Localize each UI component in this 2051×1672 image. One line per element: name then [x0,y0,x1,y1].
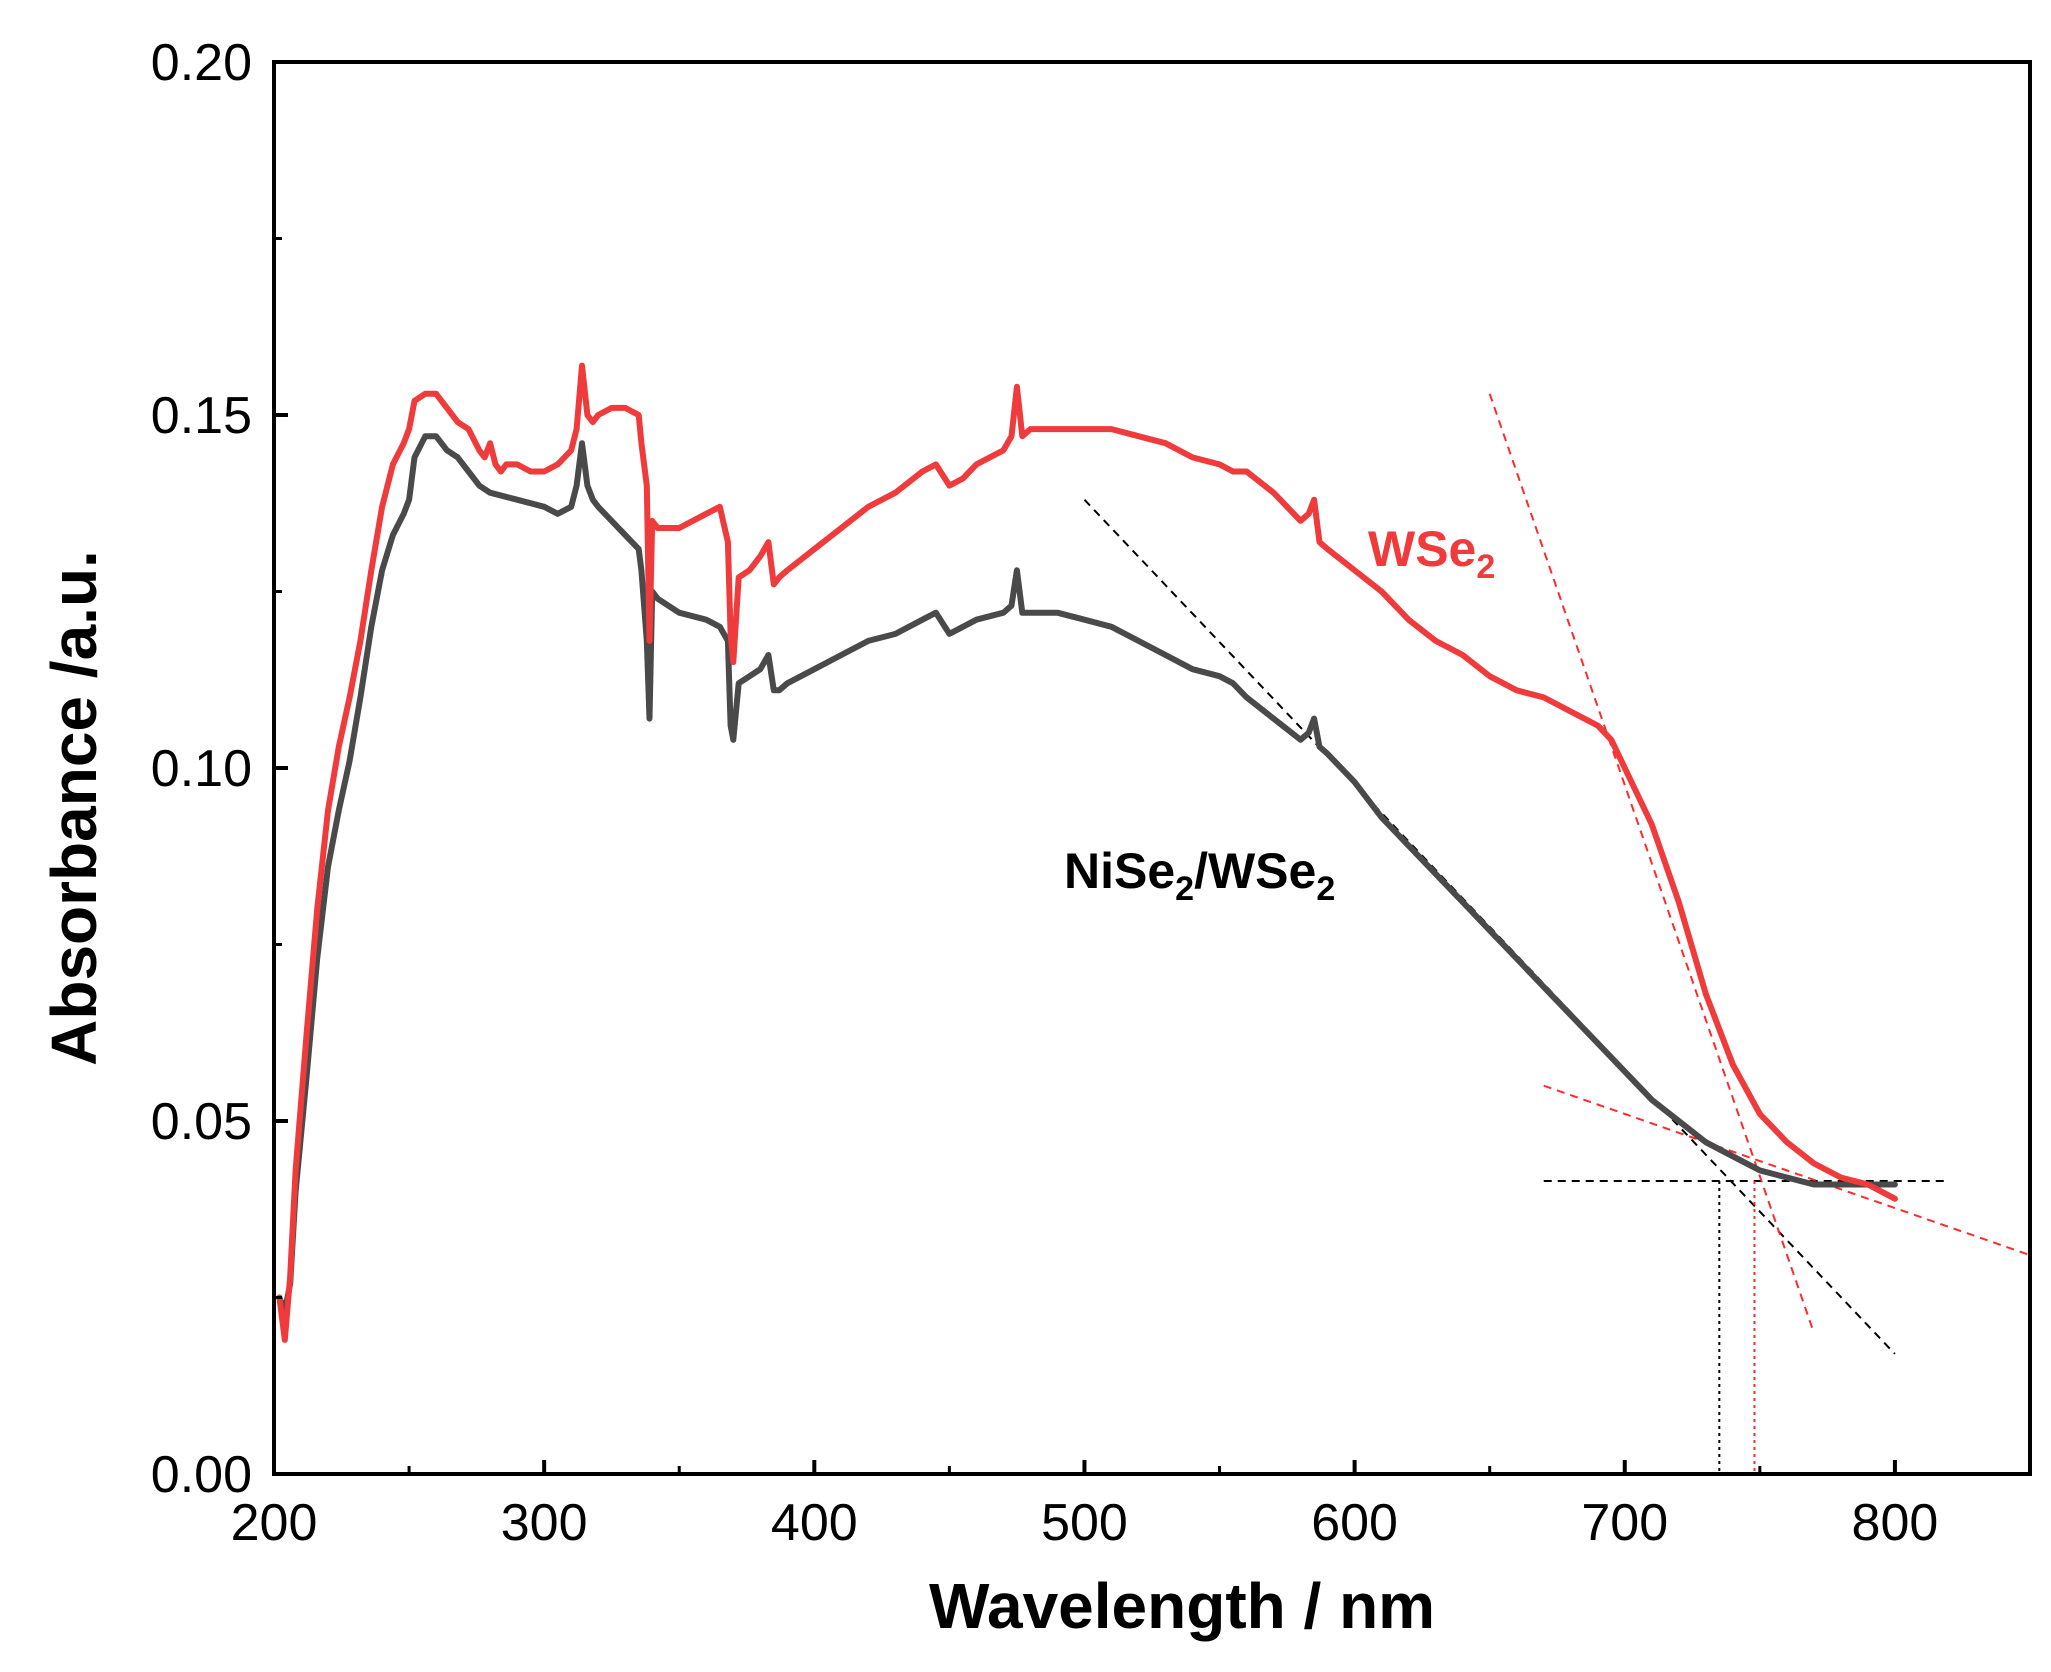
red-slope-fit [1488,393,1815,1334]
x-tick-label: 400 [771,1494,858,1552]
x-tick-label: 800 [1852,1494,1939,1552]
y-tick-label: 0.15 [151,387,252,445]
plot-marks [276,362,2031,1474]
x-tick-label: 500 [1041,1494,1128,1552]
y-tick-label: 0.00 [151,1446,252,1504]
series-label-nise2-main: NiSe [1064,843,1175,899]
axis-ticks [272,60,1897,1476]
series-label-nise2-wse2: NiSe2/WSe2 [1064,843,1335,908]
y-tick-label: 0.05 [151,1093,252,1151]
x-tick-label: 300 [501,1494,588,1552]
series-label-wse2-sub: 2 [1476,548,1495,586]
series-label-nise2-sub: 2 [1175,870,1194,908]
tick-labels: 200 300 400 500 600 700 800 0.00 0.05 0.10 0.15 0.2… [151,34,1939,1552]
x-tick-label: 200 [231,1494,318,1552]
series-label-wse2-main: WSe [1368,521,1476,577]
x-tick-label: 700 [1581,1494,1668,1552]
y-axis-title: Absorbance /a.u. [38,550,110,1066]
red-baseline-fit [1543,1084,2031,1257]
x-tick-label: 600 [1311,1494,1398,1552]
series-label-nise2-sub2: 2 [1316,870,1335,908]
y-tick-label: 0.10 [151,740,252,798]
series-label-nise2-main2: /WSe [1194,843,1316,899]
x-axis-title: Wavelength / nm [929,1570,1435,1642]
series-line-wse2 [276,362,1898,1343]
series-line-nise2-wse2 [276,433,1898,1315]
series-label-wse2: WSe2 [1368,521,1495,586]
y-tick-label: 0.20 [151,34,252,92]
